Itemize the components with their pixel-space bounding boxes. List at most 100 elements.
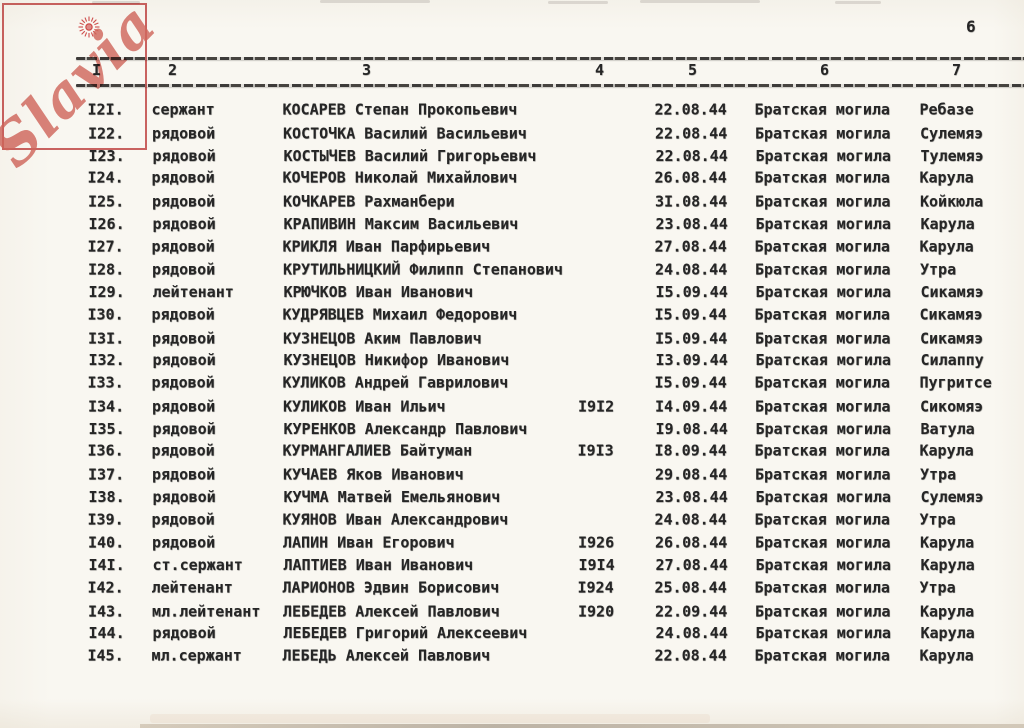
- table-row: I28. рядовой КРУТИЛЬНИЦКИЙ Филипп Степан…: [0, 259, 1024, 282]
- table-row: I43. мл.лейтенант ЛЕБЕДЕВ Алексей Павлов…: [0, 600, 1024, 623]
- scan-smudge: [92, 1, 140, 4]
- table-row: I34. рядовой КУЛИКОВ Иван Ильич I9I2 I4.…: [0, 395, 1024, 418]
- grave-type: Братская могила: [755, 602, 891, 620]
- burial-place: Сикамяэ: [920, 283, 984, 301]
- sun-icon: [78, 16, 100, 38]
- rank: рядовой: [152, 351, 216, 370]
- death-date: I5.09.44: [654, 373, 727, 392]
- row-number: I22.: [88, 124, 125, 143]
- death-date: I5.09.44: [655, 283, 728, 301]
- full-name: КУЛИКОВ Иван Ильич: [283, 397, 446, 416]
- row-number: I45.: [87, 646, 124, 665]
- death-date: 26.08.44: [654, 168, 727, 187]
- row-number: I39.: [87, 510, 124, 528]
- grave-type: Братская могила: [754, 237, 890, 255]
- rank: лейтенант: [151, 578, 233, 597]
- table-row: I2I. сержант КОСАРЕВ Степан Прокопьевич …: [0, 99, 1024, 122]
- grave-type: Братская могила: [755, 487, 891, 506]
- row-number: I34.: [88, 397, 125, 416]
- table-row: I39. рядовой КУЯНОВ Иван Александрович 2…: [0, 508, 1024, 531]
- full-name: ЛАРИОНОВ Эдвин Борисович: [282, 578, 500, 597]
- grave-type: Братская могила: [755, 465, 891, 484]
- grave-type: Братская могила: [755, 556, 891, 574]
- rank: рядовой: [152, 624, 216, 643]
- grave-type: Братская могила: [755, 351, 891, 370]
- column-header: 3: [362, 61, 372, 79]
- grave-type: Братская могила: [755, 214, 891, 233]
- death-date: I4.09.44: [655, 397, 728, 416]
- rank: рядовой: [152, 533, 216, 552]
- burial-place: Сулемяэ: [920, 124, 984, 143]
- row-number: I4I.: [88, 556, 125, 574]
- row-number: I37.: [88, 465, 125, 484]
- row-number: I33.: [87, 373, 124, 392]
- full-name: КУЗНЕЦОВ Аким Павлович: [283, 329, 482, 347]
- table-row: I36. рядовой КУРМАНГАЛИЕВ Байтуман I9I3 …: [0, 440, 1024, 463]
- row-number: I25.: [88, 192, 125, 211]
- grave-type: Братская могила: [755, 397, 891, 416]
- burial-place: Силаппу: [920, 351, 984, 370]
- full-name: КУЧМА Матвей Емельянович: [283, 487, 501, 506]
- death-date: 27.08.44: [654, 237, 727, 255]
- page-number: 6: [966, 17, 976, 36]
- full-name: КРИКЛЯ Иван Парфирьевич: [282, 237, 491, 255]
- full-name: КУЧАЕВ Яков Иванович: [283, 465, 464, 484]
- rank: рядовой: [151, 168, 215, 187]
- scan-smudge: [150, 714, 710, 723]
- scan-smudge: [835, 1, 881, 4]
- row-number: I29.: [88, 283, 125, 301]
- row-number: I43.: [88, 602, 125, 620]
- row-number: I26.: [88, 214, 125, 233]
- burial-place: Утра: [920, 260, 957, 279]
- table-row: I38. рядовой КУЧМА Матвей Емельянович 23…: [1, 486, 1024, 509]
- rank: рядовой: [152, 146, 216, 165]
- table-row: I25. рядовой КОЧКАРЕВ Рахманбери 3I.08.4…: [0, 191, 1024, 214]
- table-row: I3I. рядовой КУЗНЕЦОВ Аким Павлович I5.0…: [0, 327, 1024, 350]
- table-row: I44. рядовой ЛЕБЕДЕВ Григорий Алексеевич…: [1, 622, 1024, 645]
- birth-year: I920: [578, 602, 615, 620]
- row-number: I42.: [87, 578, 124, 597]
- full-name: ЛЕБЕДЬ Алексей Павлович: [282, 646, 491, 665]
- burial-place: Карула: [920, 533, 975, 552]
- rank: мл.сержант: [151, 646, 242, 665]
- row-number: I35.: [88, 419, 125, 438]
- grave-type: Братская могила: [754, 441, 890, 460]
- full-name: КУЯНОВ Иван Александрович: [282, 510, 509, 528]
- row-number: I32.: [88, 351, 125, 370]
- table-row: I24. рядовой КОЧЕРОВ Николай Михайлович …: [0, 167, 1024, 190]
- row-number: I2I.: [87, 100, 124, 119]
- column-header: I: [92, 61, 102, 79]
- death-date: I3.09.44: [655, 351, 728, 370]
- grave-type: Братская могила: [754, 578, 890, 597]
- row-number: I28.: [88, 260, 125, 279]
- burial-place: Карула: [920, 556, 975, 574]
- row-number: I44.: [88, 624, 125, 643]
- rank: рядовой: [151, 237, 215, 255]
- table-row: I30. рядовой КУДРЯВЦЕВ Михаил Федорович …: [0, 303, 1024, 326]
- rank: ст.сержант: [152, 556, 243, 574]
- death-date: 23.08.44: [655, 214, 728, 233]
- burial-place: Карула: [919, 646, 974, 665]
- death-date: 26.08.44: [655, 533, 728, 552]
- grave-type: Братская могила: [754, 100, 890, 119]
- burial-place: Сикомяэ: [920, 397, 984, 416]
- full-name: КУЗНЕЦОВ Никифор Иванович: [283, 351, 510, 370]
- grave-type: Братская могила: [755, 329, 891, 347]
- scan-smudge: [548, 1, 608, 4]
- rank: рядовой: [152, 487, 216, 506]
- table-row: I26. рядовой КРАПИВИН Максим Васильевич …: [1, 213, 1024, 236]
- rank: рядовой: [152, 397, 216, 416]
- table-row: I33. рядовой КУЛИКОВ Андрей Гаврилович I…: [0, 372, 1024, 395]
- column-header: 4: [595, 61, 605, 79]
- column-header: 2: [168, 61, 178, 79]
- birth-year: I9I4: [578, 556, 615, 574]
- rank: рядовой: [151, 441, 215, 460]
- burial-place: Карула: [920, 624, 975, 643]
- burial-place: Утра: [919, 578, 956, 597]
- death-date: I8.09.44: [654, 441, 727, 460]
- grave-type: Братская могила: [754, 510, 890, 528]
- full-name: КРЮЧКОВ Иван Иванович: [283, 283, 474, 301]
- death-date: 22.08.44: [655, 124, 728, 143]
- table-row: I40. рядовой ЛАПИН Иван Егорович I926 26…: [0, 532, 1024, 555]
